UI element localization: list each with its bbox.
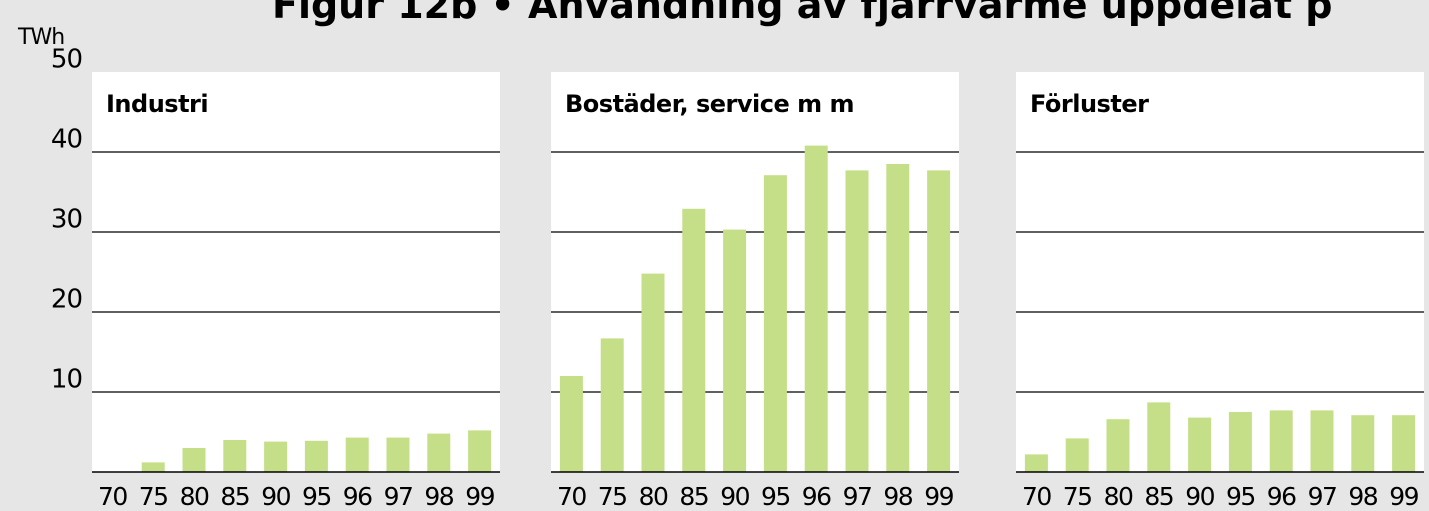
- panel: [92, 72, 500, 472]
- x-tick-label: 90: [261, 482, 290, 511]
- panel-title: Bostäder, service m m: [565, 90, 854, 118]
- bar: [763, 175, 787, 472]
- bar: [141, 462, 165, 472]
- x-tick-label: 99: [924, 482, 953, 511]
- panel-title: Förluster: [1030, 90, 1149, 118]
- x-tick-label: 80: [1104, 482, 1133, 511]
- bar: [223, 440, 247, 472]
- bar: [886, 164, 910, 472]
- bar: [468, 430, 492, 472]
- bar: [386, 437, 410, 472]
- x-tick-label: 75: [1063, 482, 1092, 511]
- bar: [723, 229, 747, 472]
- bar: [845, 170, 869, 472]
- bar: [182, 448, 206, 472]
- x-tick-label: 95: [302, 482, 331, 511]
- x-tick-label: 90: [720, 482, 749, 511]
- bar: [641, 273, 665, 472]
- x-tick-label: 85: [679, 482, 708, 511]
- panel-title: Industri: [106, 90, 208, 118]
- y-tick-label: 20: [51, 285, 82, 315]
- y-tick-label: 10: [51, 365, 82, 395]
- x-tick-label: 80: [639, 482, 668, 511]
- bar: [600, 338, 624, 472]
- x-tick-label: 70: [98, 482, 127, 511]
- x-tick-label: 96: [343, 482, 372, 511]
- bar: [1269, 410, 1293, 472]
- bar: [1351, 415, 1375, 472]
- bar: [427, 433, 451, 472]
- x-tick-label: 99: [465, 482, 494, 511]
- bar: [927, 170, 951, 472]
- bar: [345, 437, 369, 472]
- x-tick-label: 85: [1144, 482, 1173, 511]
- x-tick-label: 80: [180, 482, 209, 511]
- bar: [1106, 419, 1130, 472]
- bar: [1310, 410, 1334, 472]
- x-tick-label: 95: [761, 482, 790, 511]
- bar: [304, 440, 328, 472]
- x-tick-label: 97: [843, 482, 872, 511]
- x-tick-label: 95: [1226, 482, 1255, 511]
- bar: [559, 376, 583, 472]
- x-tick-label: 96: [1267, 482, 1296, 511]
- bar: [1065, 438, 1089, 472]
- x-tick-label: 98: [424, 482, 453, 511]
- panel: [1016, 72, 1424, 472]
- bar: [682, 208, 706, 473]
- x-tick-label: 99: [1389, 482, 1418, 511]
- x-tick-label: 97: [384, 482, 413, 511]
- figure-title: Figur 12b • Användning av fjärrvärme upp…: [272, 0, 1333, 27]
- x-tick-label: 97: [1308, 482, 1337, 511]
- y-tick-label: 40: [51, 125, 82, 155]
- y-tick-label: 30: [51, 205, 82, 235]
- x-tick-label: 98: [1348, 482, 1377, 511]
- x-tick-label: 96: [802, 482, 831, 511]
- x-tick-label: 70: [557, 482, 586, 511]
- x-tick-label: 85: [220, 482, 249, 511]
- bar: [1024, 454, 1048, 472]
- x-tick-label: 70: [1022, 482, 1051, 511]
- x-tick-label: 90: [1185, 482, 1214, 511]
- y-tick-label: 50: [51, 45, 82, 75]
- bar: [1392, 415, 1416, 472]
- x-tick-label: 98: [883, 482, 912, 511]
- bar: [1228, 412, 1252, 472]
- x-tick-label: 75: [598, 482, 627, 511]
- unit-label: TWh: [17, 25, 64, 50]
- bar: [804, 145, 828, 472]
- bar: [1188, 417, 1212, 472]
- bar: [264, 441, 288, 472]
- x-tick-label: 75: [139, 482, 168, 511]
- bar: [1147, 402, 1171, 472]
